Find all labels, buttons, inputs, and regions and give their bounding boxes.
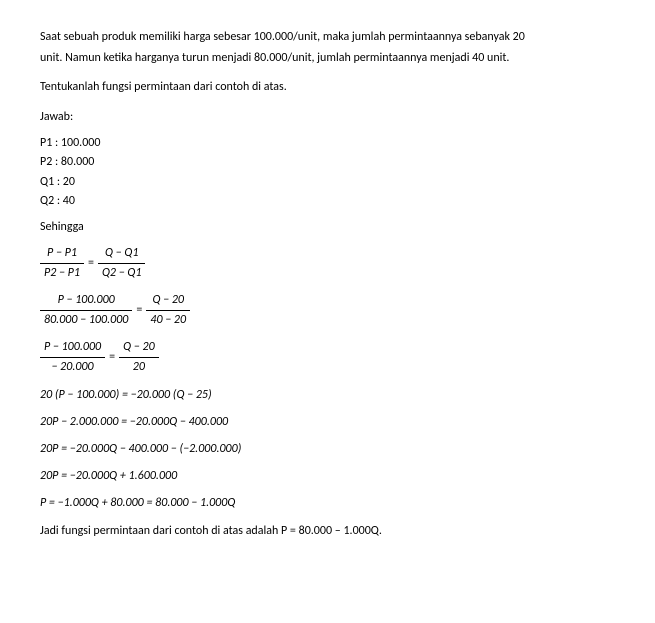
given-q2: Q2 : 40: [40, 193, 615, 210]
eq2-lhs-num: P − 100.000: [40, 291, 132, 311]
eq1-rhs-den: Q2 − Q1: [98, 264, 146, 283]
eq3-lhs-den: − 20.000: [40, 358, 105, 377]
document-page: Saat sebuah produk memiliki harga sebesa…: [0, 0, 655, 567]
eq1-rhs-num: Q − Q1: [98, 244, 146, 264]
equation-3: P − 100.000 − 20.000 = Q − 20 20: [40, 338, 615, 377]
equation-8: P = −1.000Q + 80.000 = 80.000 − 1.000Q: [40, 494, 615, 513]
problem-line2: unit. Namun ketika harganya turun menjad…: [40, 49, 615, 68]
therefore-label: Sehingga: [40, 218, 615, 237]
equation-5: 20P − 2.000.000 = −20.000Q − 400.000: [40, 413, 615, 432]
given-p2: P2 : 80.000: [40, 154, 615, 171]
equation-7: 20P = −20.000Q + 1.600.000: [40, 467, 615, 486]
given-p1: P1 : 100.000: [40, 135, 615, 152]
given-q1: Q1 : 20: [40, 174, 615, 191]
eq3-rhs-den: 20: [119, 358, 159, 377]
eq3-rhs-num: Q − 20: [119, 338, 159, 358]
equation-4: 20 (P − 100.000) = −20.000 (Q − 25): [40, 386, 615, 405]
problem-line1: Saat sebuah produk memiliki harga sebesa…: [40, 28, 615, 47]
problem-prompt: Tentukanlah fungsi permintaan dari conto…: [40, 78, 615, 97]
equation-2: P − 100.000 80.000 − 100.000 = Q − 20 40…: [40, 291, 615, 330]
equation-6: 20P = −20.000Q − 400.000 − (−2.000.000): [40, 440, 615, 459]
eq2-lhs-den: 80.000 − 100.000: [40, 311, 132, 330]
conclusion: Jadi fungsi permintaan dari contoh di at…: [40, 522, 615, 541]
eq1-lhs-den: P2 − P1: [40, 264, 84, 283]
eq2-rhs-num: Q − 20: [146, 291, 190, 311]
answer-label: Jawab:: [40, 108, 615, 127]
eq2-rhs-den: 40 − 20: [146, 311, 190, 330]
equation-1: P − P1 P2 − P1 = Q − Q1 Q2 − Q1: [40, 244, 615, 283]
eq1-lhs-num: P − P1: [40, 244, 84, 264]
eq3-lhs-num: P − 100.000: [40, 338, 105, 358]
